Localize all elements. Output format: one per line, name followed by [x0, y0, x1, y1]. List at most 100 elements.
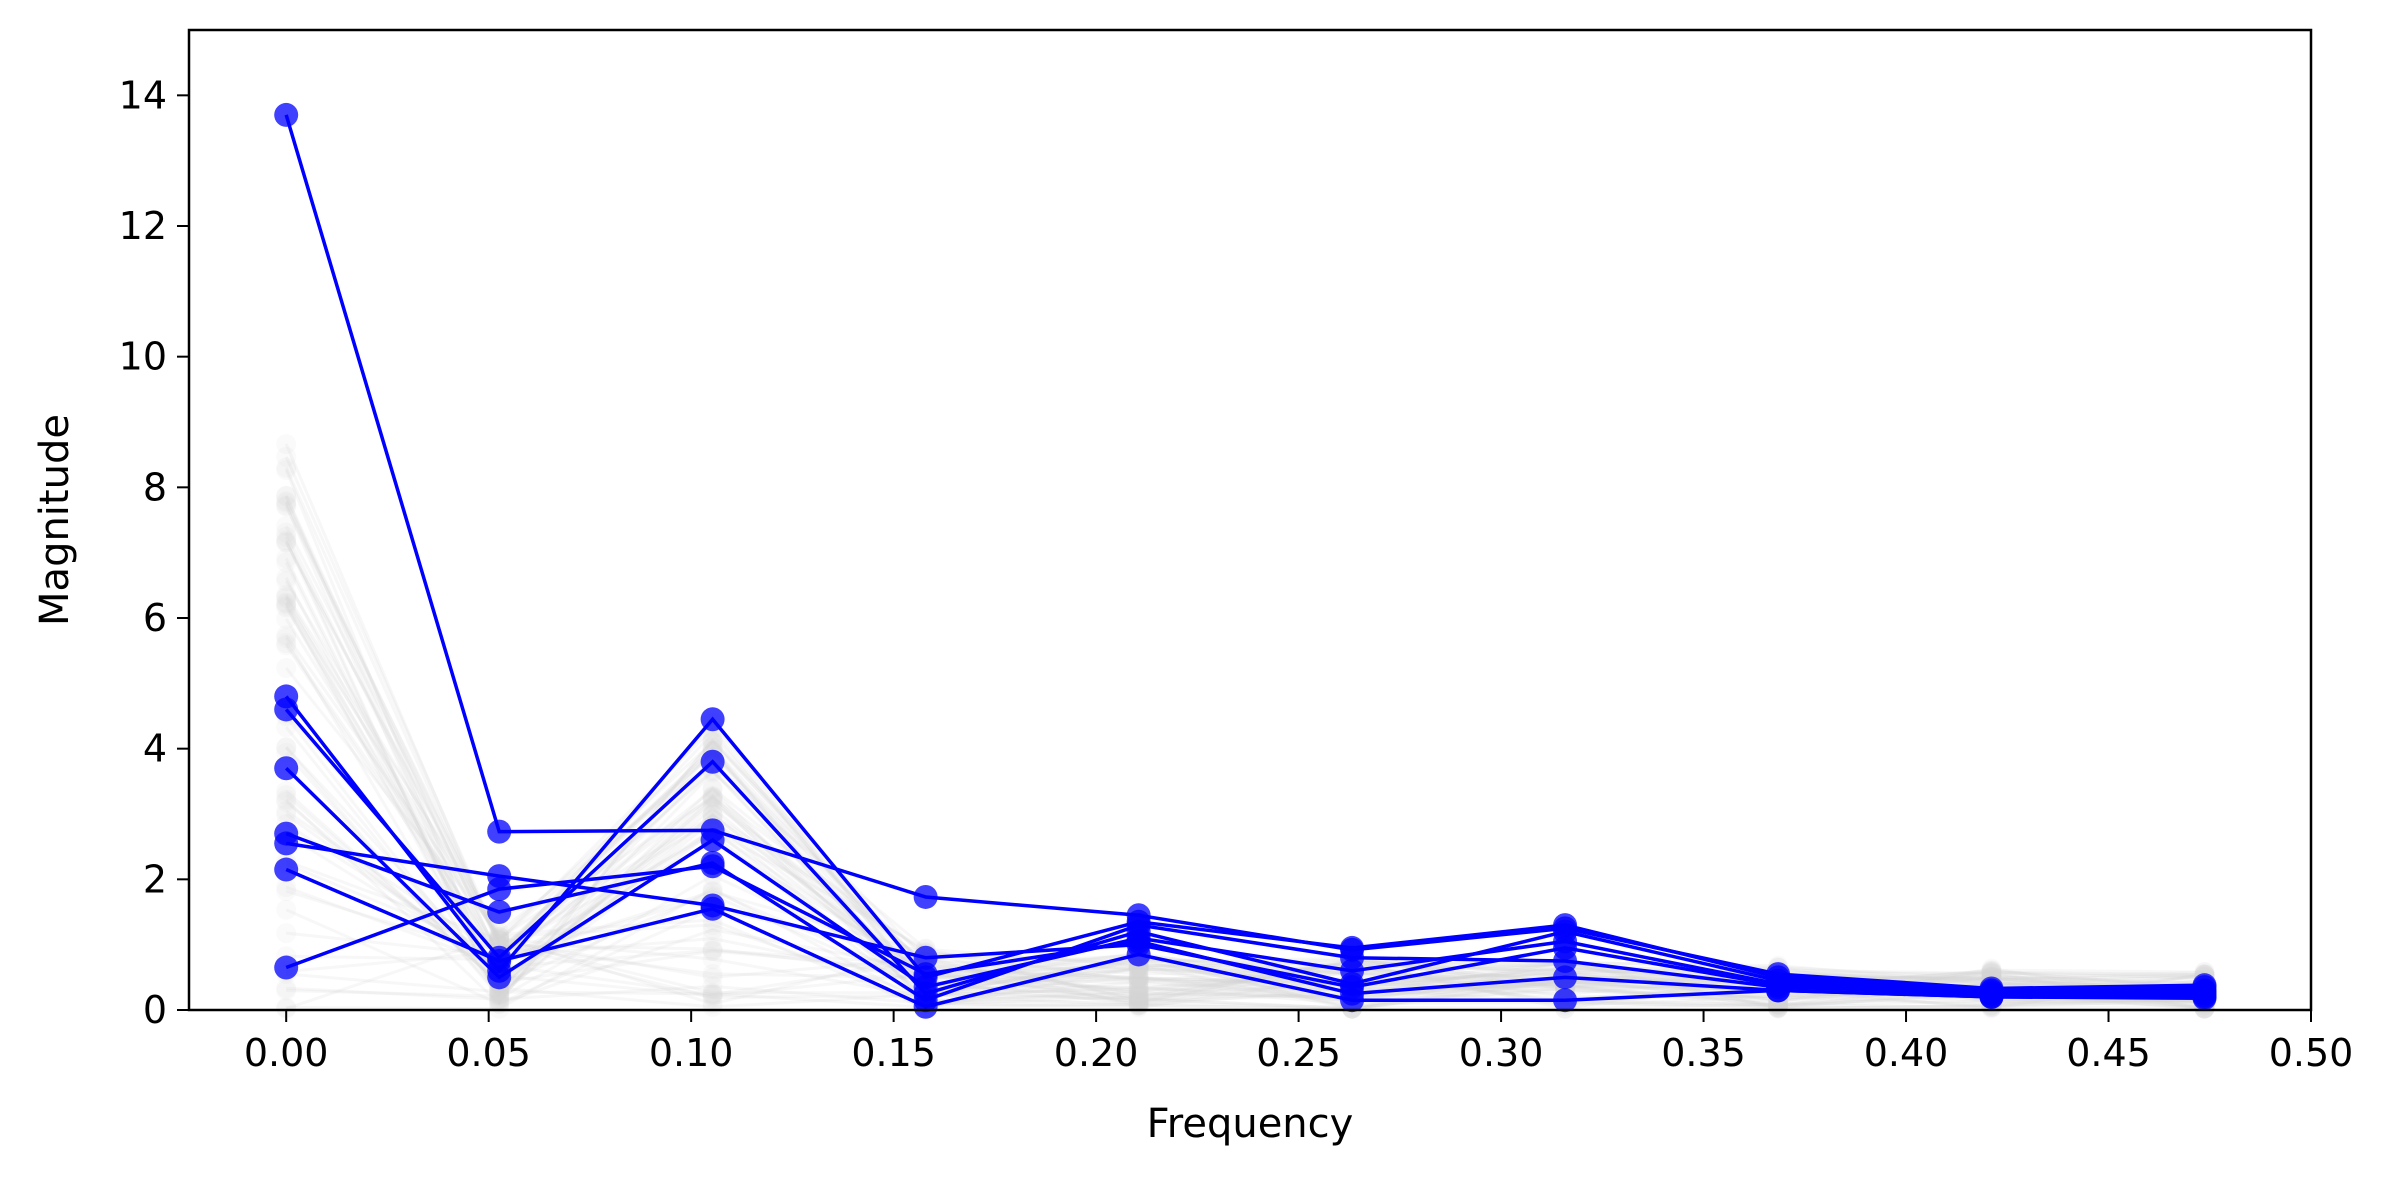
background-point [276, 491, 297, 512]
background-point [1981, 958, 2002, 979]
x-tick-label: 0.50 [2269, 1031, 2354, 1075]
background-point [1128, 992, 1149, 1013]
background-point [1128, 968, 1149, 989]
background-point [276, 785, 297, 806]
background-point [702, 928, 723, 949]
background-point [276, 781, 297, 802]
series-point [2192, 986, 2217, 1011]
background-point [702, 996, 723, 1017]
background-line [285, 715, 2205, 999]
background-point [702, 732, 723, 753]
background-point [702, 963, 723, 984]
plot-area-frame [187, 28, 2313, 1012]
background-point [276, 530, 297, 551]
background-point [1128, 989, 1149, 1010]
background-point [276, 584, 297, 605]
series-point [700, 828, 725, 853]
background-point [1768, 997, 1789, 1018]
series-line [284, 708, 2205, 996]
background-point [276, 597, 297, 618]
background-point [702, 982, 723, 1003]
background-point [1128, 978, 1149, 999]
background-point [702, 729, 723, 750]
background-point [702, 777, 723, 798]
background-point [489, 930, 510, 951]
series-point [700, 749, 725, 774]
background-point [702, 940, 723, 961]
background-point [489, 998, 510, 1019]
background-point [702, 983, 723, 1004]
series-point [1766, 978, 1791, 1003]
background-point [702, 919, 723, 940]
background-point [276, 791, 297, 812]
series-point [1553, 988, 1578, 1013]
x-tick-label: 0.20 [1054, 1031, 1139, 1075]
y-tick-label: 14 [119, 73, 167, 117]
background-line [285, 726, 2205, 1009]
background-point [276, 625, 297, 646]
background-point [702, 949, 723, 970]
background-point [489, 984, 510, 1005]
background-point [276, 532, 297, 553]
y-tick-label: 10 [119, 335, 167, 379]
x-axis-label: Frequency [1147, 1101, 1354, 1147]
background-point [1128, 967, 1149, 988]
background-point [489, 988, 510, 1009]
background-point [702, 788, 723, 809]
background-point [1128, 981, 1149, 1002]
background-point [276, 635, 297, 656]
background-point [276, 552, 297, 573]
y-tick-label: 4 [143, 727, 167, 771]
background-point [489, 926, 510, 947]
background-point [489, 993, 510, 1014]
background-point [702, 987, 723, 1008]
y-tick-label: 6 [143, 596, 167, 640]
series-point [487, 949, 512, 973]
x-tick-label: 0.45 [2066, 1031, 2151, 1075]
background-point [489, 930, 510, 951]
background-point [276, 658, 297, 679]
background-point [1768, 998, 1789, 1019]
background-point [702, 914, 723, 935]
background-point [276, 588, 297, 609]
background-point [276, 923, 297, 944]
series-point [487, 900, 512, 924]
background-point [702, 984, 723, 1005]
series-line [284, 695, 2205, 993]
background-point [1128, 991, 1149, 1012]
background-point [702, 939, 723, 960]
background-point [276, 522, 297, 543]
background-point [489, 929, 510, 950]
background-point [702, 785, 723, 806]
background-point [1768, 996, 1789, 1017]
background-point [1768, 996, 1789, 1017]
series-point [274, 955, 299, 980]
background-point [276, 592, 297, 613]
background-point [276, 460, 297, 481]
background-point [702, 976, 723, 997]
background-line [286, 745, 2205, 1010]
background-line [284, 504, 2205, 1009]
background-line [284, 642, 2205, 1010]
background-point [1981, 962, 2002, 983]
background-point [276, 633, 297, 654]
y-tick-label: 12 [119, 204, 167, 248]
background-point [702, 878, 723, 899]
y-tick-label: 0 [143, 988, 167, 1032]
background-point [276, 526, 297, 547]
background-point [276, 586, 297, 607]
background-point [1128, 970, 1149, 991]
background-point [276, 486, 297, 507]
series-point [274, 756, 299, 781]
series-point [700, 854, 725, 879]
series-point [913, 994, 938, 1019]
background-point [276, 717, 297, 738]
background-point [276, 899, 297, 920]
background-point [1128, 986, 1149, 1007]
background-point [702, 787, 723, 808]
series-point [1340, 981, 1365, 1006]
series-point [487, 877, 512, 902]
background-point [276, 737, 297, 758]
background-point [276, 457, 297, 478]
